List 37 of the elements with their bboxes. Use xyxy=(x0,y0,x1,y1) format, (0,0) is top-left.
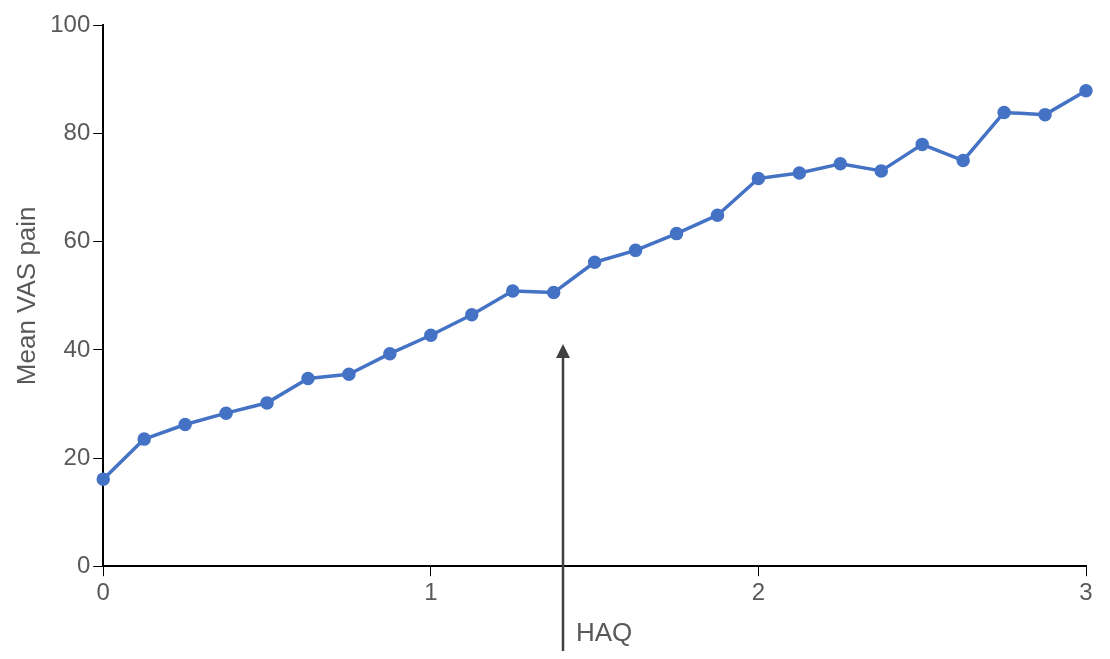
y-tick-label: 80 xyxy=(63,118,91,146)
point xyxy=(751,171,766,186)
point xyxy=(178,417,192,432)
y-tick-label: 0 xyxy=(76,550,91,578)
point xyxy=(587,255,602,270)
point xyxy=(710,208,725,222)
point xyxy=(915,137,929,152)
point xyxy=(956,153,970,168)
x-tick-label: 3 xyxy=(1079,578,1093,606)
point xyxy=(219,406,233,420)
x-tick-label: 2 xyxy=(751,578,766,606)
point xyxy=(874,164,889,178)
x-tick-label: 1 xyxy=(424,578,438,606)
point xyxy=(997,105,1011,120)
point xyxy=(96,472,110,486)
point xyxy=(137,432,151,446)
point xyxy=(465,307,479,322)
x-tick-label: 0 xyxy=(96,578,110,606)
point xyxy=(1038,107,1052,122)
y-tick-label: 20 xyxy=(63,442,91,470)
point xyxy=(792,166,807,180)
y-tick-label: 100 xyxy=(50,10,91,38)
y-tick-label: 40 xyxy=(63,334,91,362)
point xyxy=(505,284,520,298)
point xyxy=(1079,84,1093,98)
point xyxy=(833,157,848,171)
y-tick-label: 60 xyxy=(63,226,91,254)
point xyxy=(669,226,684,241)
point xyxy=(424,328,438,343)
x-axis-title: HAQ xyxy=(576,617,633,648)
y-axis-title: Mean VAS pain xyxy=(10,206,41,386)
point xyxy=(383,346,397,361)
point xyxy=(260,396,274,410)
point xyxy=(546,285,561,300)
point xyxy=(301,371,315,386)
point xyxy=(628,243,643,258)
point xyxy=(342,367,356,381)
